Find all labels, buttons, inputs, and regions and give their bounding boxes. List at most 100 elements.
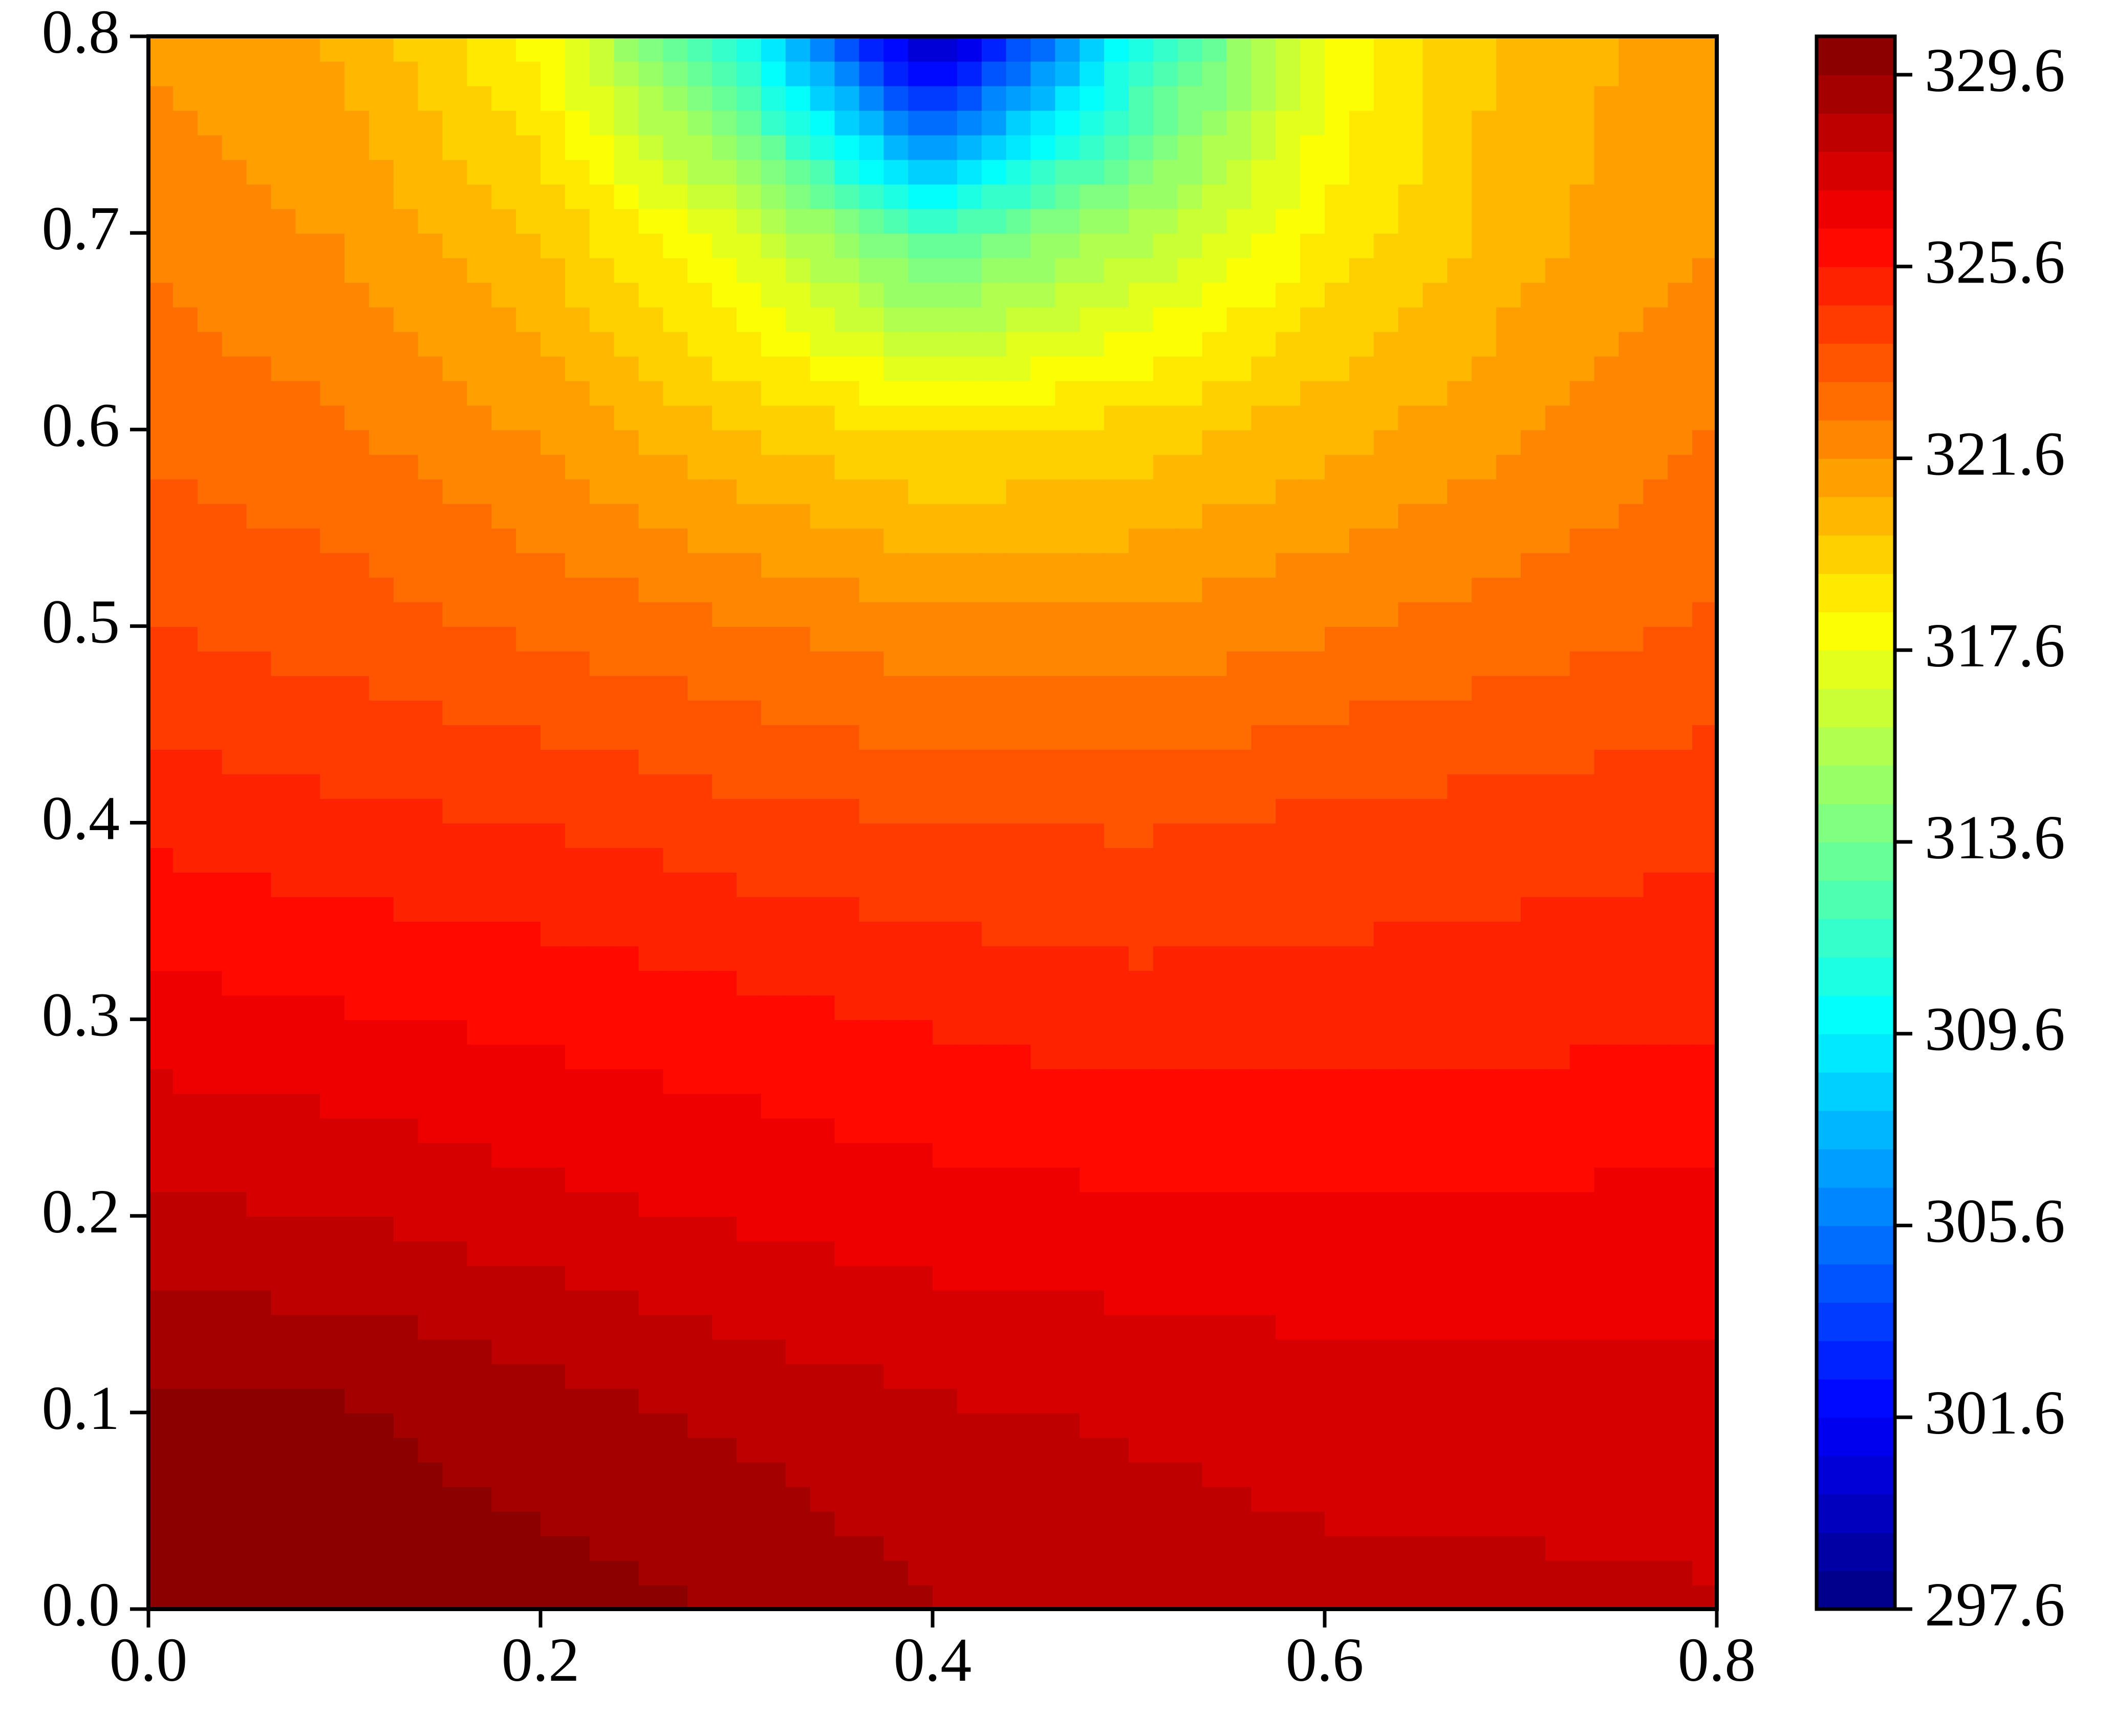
contour-cell xyxy=(1398,85,1423,111)
contour-cell xyxy=(1300,503,1326,529)
contour-cell xyxy=(1325,700,1350,725)
contour-cell xyxy=(1447,454,1473,480)
contour-cell xyxy=(1692,208,1718,234)
contour-cell xyxy=(516,872,542,897)
contour-cell xyxy=(1349,552,1375,578)
contour-cell xyxy=(418,921,443,947)
contour-cell xyxy=(614,552,639,578)
contour-cell xyxy=(148,61,174,86)
contour-cell xyxy=(1006,528,1031,553)
contour-cell xyxy=(1226,822,1252,848)
contour-cell xyxy=(295,1363,321,1389)
contour-cell xyxy=(271,380,296,406)
contour-cell xyxy=(516,208,542,234)
contour-cell xyxy=(172,700,199,725)
contour-cell xyxy=(1129,1510,1154,1536)
contour-cell xyxy=(1594,184,1620,209)
contour-cell xyxy=(1325,356,1350,381)
contour-cell xyxy=(1373,479,1399,504)
contour-cell xyxy=(1153,85,1179,111)
contour-cell xyxy=(295,945,321,971)
contour-cell xyxy=(614,896,639,922)
contour-cell xyxy=(1349,1093,1375,1119)
contour-cell xyxy=(541,1093,566,1119)
contour-cell xyxy=(1104,626,1130,652)
contour-cell xyxy=(1692,700,1718,725)
contour-cell xyxy=(1373,1535,1399,1561)
contour-cell xyxy=(1521,1240,1546,1266)
contour-cell xyxy=(883,85,909,111)
contour-cell xyxy=(516,110,542,136)
contour-cell xyxy=(810,1191,835,1217)
contour-cell xyxy=(1594,1068,1620,1094)
contour-cell xyxy=(1055,454,1081,480)
contour-cell xyxy=(1349,135,1375,160)
contour-cell xyxy=(320,85,346,111)
contour-cell xyxy=(761,110,787,136)
contour-cell xyxy=(785,700,811,725)
contour-cell xyxy=(810,1412,835,1438)
contour-cell xyxy=(1643,1387,1669,1414)
contour-cell xyxy=(369,159,395,185)
contour-cell xyxy=(883,257,909,283)
contour-cell xyxy=(344,700,370,725)
contour-cell xyxy=(1153,208,1179,234)
y-tick-label: 0.5 xyxy=(42,587,120,656)
contour-cell xyxy=(1373,970,1399,996)
contour-cell xyxy=(1447,1510,1473,1536)
contour-cell xyxy=(834,110,860,136)
contour-cell xyxy=(1349,773,1375,799)
contour-cell xyxy=(1422,601,1448,627)
contour-cell xyxy=(1177,945,1203,971)
contour-cell xyxy=(1496,356,1522,381)
contour-cell xyxy=(271,921,296,947)
contour-cell xyxy=(663,1535,688,1561)
contour-cell xyxy=(1177,135,1203,160)
contour-cell xyxy=(295,601,321,627)
contour-cell xyxy=(859,1510,884,1536)
contour-cell xyxy=(1276,1412,1301,1438)
contour-cell xyxy=(1692,1289,1718,1315)
contour-cell xyxy=(1594,208,1620,234)
contour-cell xyxy=(1226,1044,1252,1070)
contour-cell xyxy=(957,994,983,1021)
contour-cell xyxy=(1521,577,1546,602)
contour-cell xyxy=(344,1461,370,1487)
contour-cell xyxy=(197,1093,223,1119)
contour-cell xyxy=(810,1560,835,1586)
contour-cell xyxy=(1226,429,1252,455)
contour-cell xyxy=(1521,1044,1546,1070)
contour-cell xyxy=(1030,1240,1056,1266)
contour-cell xyxy=(589,1585,615,1610)
contour-cell xyxy=(541,282,566,308)
contour-cell xyxy=(1569,1437,1595,1463)
contour-cell xyxy=(1276,921,1301,947)
contour-cell xyxy=(810,675,835,701)
contour-cell xyxy=(1643,1068,1669,1094)
contour-cell xyxy=(222,798,247,823)
contour-cell xyxy=(1521,1265,1546,1291)
contour-cell xyxy=(1177,282,1203,308)
contour-cell xyxy=(1055,233,1081,258)
contour-cell xyxy=(1521,429,1546,455)
contour-cell xyxy=(1668,61,1693,86)
contour-cell xyxy=(859,331,884,357)
contour-cell xyxy=(1521,1166,1546,1192)
contour-cell xyxy=(1202,233,1227,258)
contour-cell xyxy=(1668,773,1693,799)
contour-cell xyxy=(614,405,639,430)
contour-cell xyxy=(393,479,419,504)
colorbar-band xyxy=(1817,1456,1895,1495)
contour-cell xyxy=(1129,503,1154,529)
contour-cell xyxy=(589,1535,615,1561)
contour-cell xyxy=(1643,36,1669,62)
contour-cell xyxy=(1251,798,1277,823)
contour-cell xyxy=(1447,1363,1473,1389)
contour-cell xyxy=(344,159,370,185)
colorbar-band xyxy=(1817,1072,1895,1111)
contour-cell xyxy=(1202,159,1227,185)
contour-cell xyxy=(1325,36,1350,62)
contour-cell xyxy=(614,1117,639,1143)
contour-cell xyxy=(1325,1338,1350,1364)
contour-cell xyxy=(197,970,223,996)
